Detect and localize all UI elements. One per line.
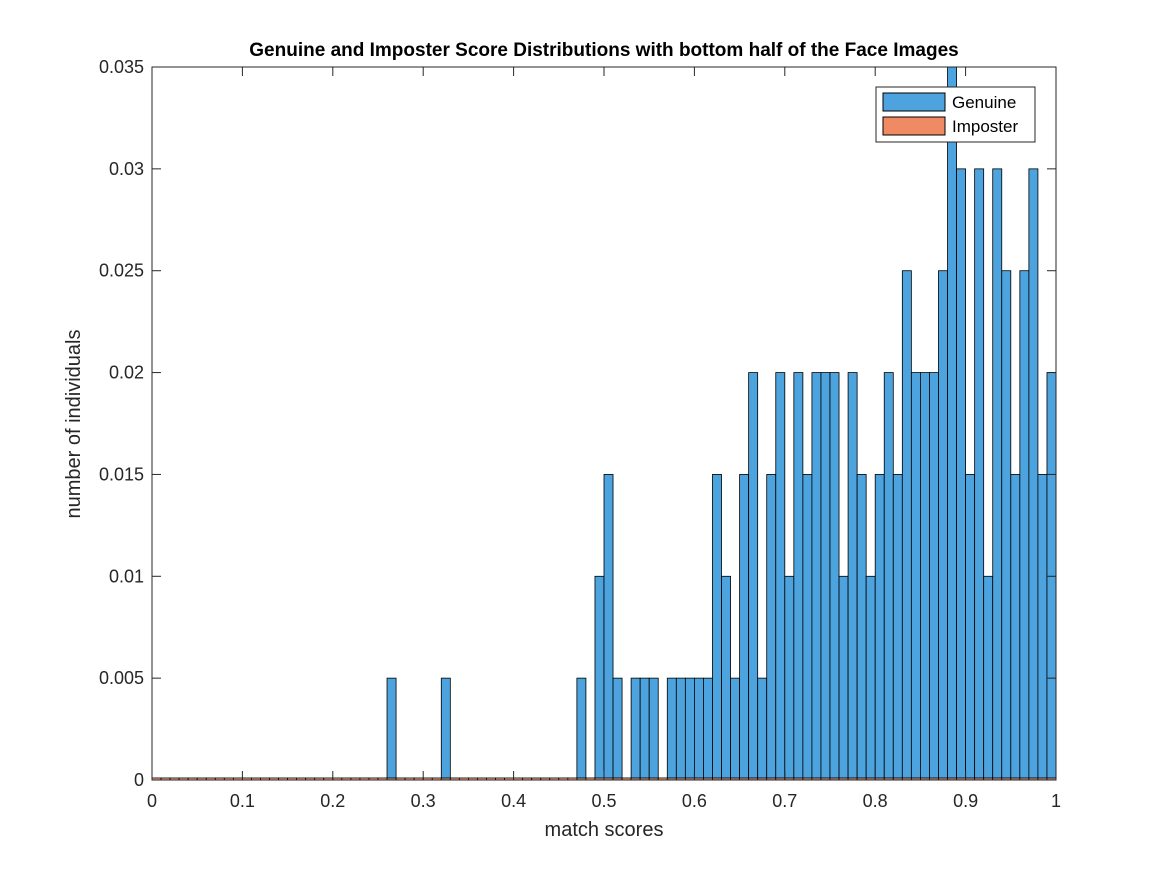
genuine-bar: [1019, 270, 1030, 781]
genuine-bar: [639, 677, 650, 781]
genuine-bar: [956, 168, 966, 781]
genuine-bar: [865, 575, 876, 781]
genuine-bar: [965, 474, 976, 781]
legend-swatch-imposter: [882, 116, 946, 136]
genuine-bar: [666, 677, 677, 781]
x-tick-label: 0.8: [863, 791, 888, 811]
genuine-bar: [1037, 474, 1048, 781]
genuine-bar: [612, 677, 623, 781]
y-tick-label: 0.005: [99, 668, 144, 688]
legend-swatch-genuine: [882, 92, 946, 112]
x-tick-label: 0.1: [230, 791, 255, 811]
y-tick-label: 0.01: [109, 566, 144, 586]
genuine-bar: [1001, 270, 1012, 781]
x-tick-label: 0.7: [772, 791, 797, 811]
x-tick-label: 0.2: [320, 791, 345, 811]
genuine-bar: [694, 677, 704, 781]
genuine-bar: [1028, 168, 1039, 781]
y-tick-label: 0.025: [99, 261, 144, 281]
legend-label-genuine: Genuine: [952, 93, 1016, 112]
genuine-bar: [684, 677, 695, 781]
genuine-bar: [811, 372, 822, 781]
x-tick-label: 1: [1051, 791, 1061, 811]
x-tick-label: 0.3: [411, 791, 436, 811]
genuine-bar: [992, 168, 1003, 781]
genuine-bar: [630, 677, 641, 781]
genuine-bar: [440, 677, 451, 781]
genuine-bar: [712, 474, 722, 781]
genuine-bar: [675, 677, 686, 781]
genuine-bar: [784, 575, 795, 781]
genuine-bar: [603, 474, 614, 781]
genuine-bars: [386, 66, 1057, 781]
y-tick-label: 0: [134, 770, 144, 790]
genuine-bar: [386, 677, 397, 781]
genuine-bar: [983, 575, 994, 781]
y-tick-label: 0.02: [109, 363, 144, 383]
genuine-bar: [748, 372, 759, 781]
genuine-bar: [938, 270, 948, 781]
genuine-bar: [576, 677, 587, 781]
genuine-bar: [838, 575, 849, 781]
legend: Genuine Imposter: [875, 86, 1036, 143]
genuine-bar: [910, 372, 921, 781]
imposter-bars: [151, 777, 1057, 781]
genuine-bar: [802, 474, 813, 781]
genuine-bar: [847, 372, 858, 781]
genuine-bar: [757, 677, 768, 781]
genuine-bar: [883, 372, 894, 781]
genuine-bar: [721, 575, 731, 781]
x-tick-label: 0.4: [501, 791, 526, 811]
genuine-bar: [775, 372, 786, 781]
y-axis: 0 0.005 0.01 0.015 0.02 0.025 0.03 0.035: [99, 57, 1056, 790]
genuine-bar: [856, 474, 867, 781]
chart-title: Genuine and Imposter Score Distributions…: [249, 40, 958, 61]
genuine-bar: [974, 168, 985, 781]
genuine-bar: [901, 270, 912, 781]
x-tick-label: 0: [147, 791, 157, 811]
genuine-bar: [793, 372, 804, 781]
genuine-bar: [766, 474, 777, 781]
genuine-bar: [929, 372, 939, 781]
x-axis: 0 0.1 0.2 0.3 0.4 0.5 0.6 0.7 0.8 0.9 1: [147, 67, 1061, 811]
y-tick-label: 0.035: [99, 57, 144, 77]
genuine-bar: [820, 372, 831, 781]
genuine-bar: [920, 372, 930, 781]
genuine-bar: [829, 372, 840, 781]
genuine-bar: [739, 474, 750, 781]
x-tick-label: 0.5: [591, 791, 616, 811]
x-tick-label: 0.9: [953, 791, 978, 811]
y-tick-label: 0.015: [99, 464, 144, 484]
legend-label-imposter: Imposter: [952, 117, 1018, 136]
genuine-bar: [648, 677, 659, 781]
genuine-bar: [730, 677, 740, 781]
y-tick-label: 0.03: [109, 159, 144, 179]
x-tick-label: 0.6: [682, 791, 707, 811]
genuine-bar: [874, 474, 885, 781]
genuine-bar: [594, 575, 605, 781]
y-axis-label: number of individuals: [63, 330, 85, 519]
genuine-bar: [892, 474, 903, 781]
genuine-bar: [703, 677, 713, 781]
x-axis-label: match scores: [545, 819, 664, 841]
genuine-bar: [1010, 474, 1021, 781]
genuine-bar: [947, 66, 957, 781]
